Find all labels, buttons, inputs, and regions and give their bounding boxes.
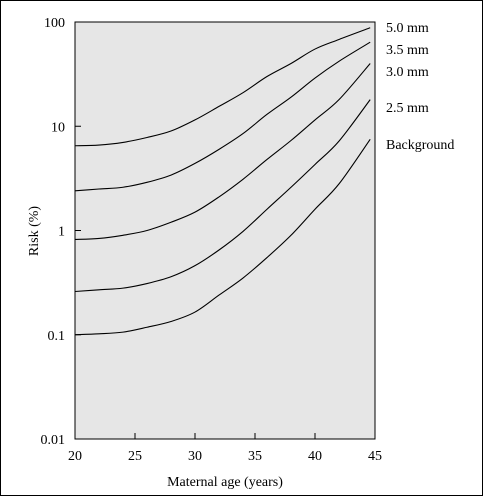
y-tick-label-100: 100	[44, 16, 65, 31]
series-line-5-0-mm	[74, 27, 371, 147]
x-tick-label-20: 20	[68, 449, 82, 464]
y-tick-label-10: 10	[51, 120, 65, 135]
x-tick-label-45: 45	[368, 449, 382, 464]
x-tick-label-25: 25	[128, 449, 142, 464]
y-tick-label-1: 1	[58, 225, 65, 240]
series-line-3-0-mm	[74, 63, 371, 241]
x-tick-label-30: 30	[188, 449, 202, 464]
x-tick-label-35: 35	[248, 449, 262, 464]
y-tick-label-0-1: 0.1	[48, 329, 66, 344]
plot-area	[74, 21, 376, 440]
y-axis-title: Risk (%)	[27, 206, 42, 257]
series-label-2-5-mm: 2.5 mm	[386, 101, 429, 116]
x-tick-label-40: 40	[308, 449, 322, 464]
series-line-2-5-mm	[74, 99, 371, 293]
y-tick-label-0-01: 0.01	[41, 433, 66, 448]
series-line-background	[74, 138, 371, 336]
series-label-3-0-mm: 3.0 mm	[386, 65, 429, 80]
x-axis-title: Maternal age (years)	[167, 475, 283, 490]
series-label-3-5-mm: 3.5 mm	[386, 43, 429, 58]
series-line-3-5-mm	[74, 41, 371, 192]
series-label-5-0-mm: 5.0 mm	[386, 21, 429, 36]
series-label-background: Background	[386, 138, 454, 153]
